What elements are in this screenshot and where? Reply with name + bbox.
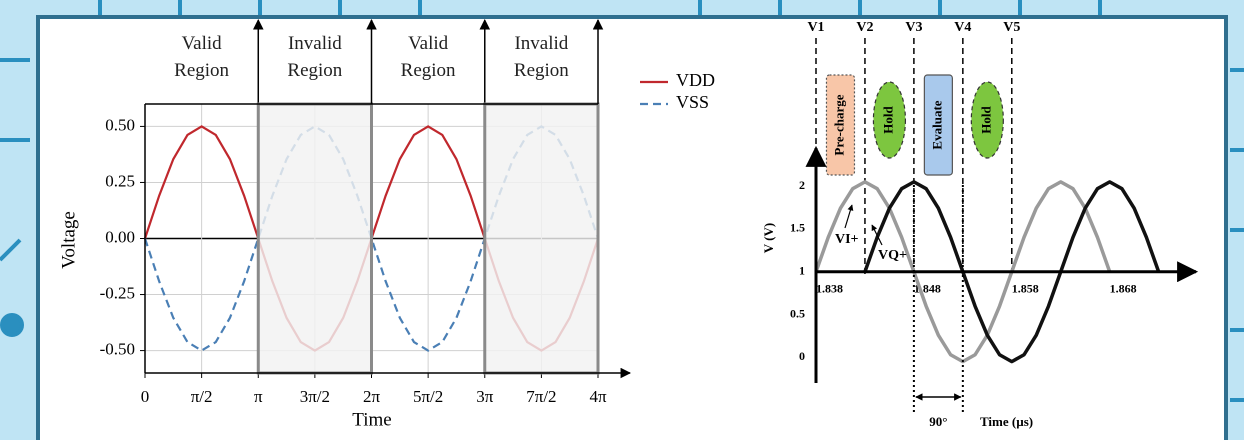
phase-label: Hold <box>978 106 993 134</box>
phase-box <box>825 74 856 176</box>
legend-label: VDD <box>676 70 715 90</box>
x-tick-label: π <box>254 387 263 406</box>
series-pointer <box>844 204 854 229</box>
phase-boundary-label: V3 <box>905 20 922 35</box>
phase-boundary-label: V5 <box>1003 20 1020 35</box>
series-label: VQ+ <box>878 248 907 263</box>
region-label: Invalid Region <box>287 33 343 81</box>
x-tick-label: 3π/2 <box>300 387 330 406</box>
x-tick-label: π/2 <box>191 387 213 406</box>
series-line <box>863 180 1161 364</box>
y-tick-label: 1.5 <box>790 221 805 235</box>
invalid-region <box>256 102 374 375</box>
legend-label: VSS <box>676 92 709 112</box>
region-label: Valid Region <box>174 33 230 81</box>
y-tick-label: -0.25 <box>100 283 135 302</box>
phase-boundary-label: V2 <box>856 20 873 35</box>
x-axis-label: Time (µs) <box>980 414 1033 429</box>
x-tick-label: 1.868 <box>1110 281 1137 295</box>
phase-box <box>872 81 907 159</box>
phase-label: Evaluate <box>929 100 944 149</box>
x-tick-label: 5π/2 <box>413 387 443 406</box>
phase-box <box>970 81 1004 159</box>
phase-boundary-label: V4 <box>954 20 971 35</box>
y-tick-label: 0.00 <box>105 227 135 246</box>
x-tick-label: 0 <box>141 387 150 406</box>
x-tick-label: 3π <box>476 387 494 406</box>
phase-label: Pre-charge <box>831 94 846 155</box>
circuit-background <box>0 0 1244 402</box>
x-tick-label: 4π <box>589 387 607 406</box>
region-label: Invalid Region <box>513 33 569 81</box>
x-axis-label: Time <box>352 409 391 430</box>
y-tick-label: 1 <box>799 263 805 277</box>
series-pointer <box>871 224 883 246</box>
phase-box <box>923 74 953 176</box>
x-tick-label: 2π <box>363 387 381 406</box>
y-tick-label: 0 <box>799 349 805 363</box>
x-tick-label: 1.838 <box>816 281 843 295</box>
phase-boundary-label: V1 <box>807 20 824 35</box>
y-tick-label: 0.5 <box>790 306 805 320</box>
x-tick-label: 1.858 <box>1012 281 1039 295</box>
phase-label: Hold <box>880 106 895 134</box>
y-tick-label: 0.25 <box>105 171 135 190</box>
series-label: VI+ <box>835 232 859 247</box>
y-axis-label: Voltage <box>58 211 79 269</box>
x-tick-label: 7π/2 <box>526 387 556 406</box>
y-axis-label: V (V) <box>761 223 776 253</box>
y-tick-label: -0.50 <box>100 339 135 358</box>
y-tick-label: 0.50 <box>105 115 135 134</box>
region-label: Valid Region <box>400 33 456 81</box>
y-tick-label: 2 <box>799 178 805 192</box>
invalid-region <box>483 102 600 375</box>
phase-marker-label: 90° <box>929 414 947 429</box>
